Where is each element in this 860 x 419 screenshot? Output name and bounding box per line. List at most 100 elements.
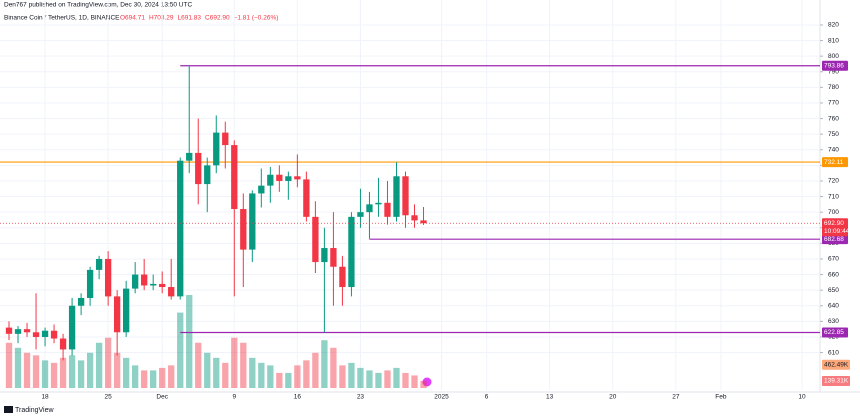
volume-bar xyxy=(23,352,31,388)
volume-bar xyxy=(177,312,184,388)
volume-bar xyxy=(113,352,121,388)
volume-bar xyxy=(186,295,193,388)
volume-bar xyxy=(420,380,427,388)
volume-bar xyxy=(5,342,13,388)
candle-body xyxy=(213,132,220,166)
level-label: 682.68 xyxy=(824,236,844,243)
last-price-label: 692.90 xyxy=(824,220,844,227)
volume-bar xyxy=(213,357,220,388)
volume-bar xyxy=(132,365,139,388)
volume-bar xyxy=(159,367,166,388)
volume-ma-label: 462.49K xyxy=(824,361,849,368)
y-tick-label: 770 xyxy=(828,100,839,107)
volume-bar xyxy=(240,342,247,388)
volume-bar xyxy=(222,362,229,388)
candle-body xyxy=(23,329,31,333)
candle-body xyxy=(41,330,49,337)
volume-bar xyxy=(375,372,382,388)
candle-body xyxy=(348,216,355,288)
volume-bar xyxy=(411,375,418,388)
volume-bar xyxy=(68,355,76,388)
y-tick-label: 780 xyxy=(828,84,839,91)
volume-bar xyxy=(104,337,112,388)
x-tick-label: 25 xyxy=(105,394,113,401)
volume-bar xyxy=(312,352,319,388)
candle-body xyxy=(86,269,94,298)
level-label-bg xyxy=(822,60,848,71)
volume-bar xyxy=(59,357,67,388)
candle-body xyxy=(186,152,193,161)
volume-bar xyxy=(168,365,175,388)
candle-body xyxy=(177,160,184,297)
y-tick-label: 720 xyxy=(828,178,839,185)
level-label: 732.11 xyxy=(824,159,844,166)
volume-bar xyxy=(321,340,328,388)
candle-body xyxy=(312,216,319,263)
volume-bar xyxy=(366,370,373,388)
candle-body xyxy=(150,283,157,286)
y-tick-label: 640 xyxy=(828,302,839,309)
y-tick-label: 740 xyxy=(828,146,839,153)
volume-bar xyxy=(276,372,283,388)
volume-bar xyxy=(141,370,148,388)
candle-body xyxy=(32,332,40,337)
ohlc-value: O694.71 xyxy=(120,15,145,22)
candle-body xyxy=(240,209,247,250)
candle-body xyxy=(402,176,409,216)
y-tick-label: 760 xyxy=(828,115,839,122)
x-tick-label: 13 xyxy=(546,394,554,401)
logo-icon xyxy=(4,406,13,413)
level-label: 793.86 xyxy=(824,62,844,69)
y-tick-label: 660 xyxy=(828,271,839,278)
flash-icon xyxy=(422,377,432,387)
candle-body xyxy=(104,258,112,297)
candle-body xyxy=(123,288,130,333)
ohlc-legend: O694.71 H703.29 L691.83 C692.90 −1.81 (−0.26… xyxy=(120,15,278,22)
candle-body xyxy=(141,274,148,286)
candle-body xyxy=(285,176,292,181)
y-tick-label: 820 xyxy=(828,22,839,29)
candle-body xyxy=(14,329,22,334)
volume-bar xyxy=(303,360,310,388)
candle-body xyxy=(393,176,400,217)
x-tick-label: 20 xyxy=(609,394,617,401)
ohlc-value: C692.90 xyxy=(205,15,230,22)
x-tick-label: 23 xyxy=(357,394,365,401)
ohlc-value: L691.83 xyxy=(178,15,202,22)
logo: TradingView xyxy=(4,406,54,414)
level-label: 622.85 xyxy=(824,329,844,336)
x-tick-label: Dec xyxy=(156,394,168,401)
y-tick-label: 800 xyxy=(828,53,839,60)
candle-body xyxy=(330,248,337,267)
volume-bar xyxy=(86,352,94,388)
volume-bar xyxy=(285,372,292,388)
change: −1.81 (−0.26%) xyxy=(234,15,279,22)
candle-body xyxy=(132,274,139,289)
candle-body xyxy=(59,338,67,350)
volume-bar xyxy=(348,362,355,388)
y-tick-label: 700 xyxy=(828,209,839,216)
x-tick-label: 2025 xyxy=(434,394,449,401)
volume-bar xyxy=(41,360,49,388)
candle-body xyxy=(222,132,229,146)
volume-bar xyxy=(267,365,274,388)
volume-bar xyxy=(32,355,40,388)
volume-bar xyxy=(14,347,22,388)
candle-body xyxy=(411,215,418,221)
candle-body xyxy=(231,145,238,210)
x-tick-label: 6 xyxy=(485,394,489,401)
candle-body xyxy=(267,174,274,186)
volume-bar xyxy=(77,360,85,388)
candle-body xyxy=(195,152,202,185)
candle-body xyxy=(159,283,166,288)
volume-bar xyxy=(294,365,301,388)
volume-bar xyxy=(95,342,103,388)
candle-body xyxy=(204,165,211,185)
volume-bar xyxy=(402,372,409,388)
y-tick-label: 610 xyxy=(828,349,839,356)
candle-body xyxy=(50,330,58,339)
x-tick-label: 27 xyxy=(672,394,680,401)
